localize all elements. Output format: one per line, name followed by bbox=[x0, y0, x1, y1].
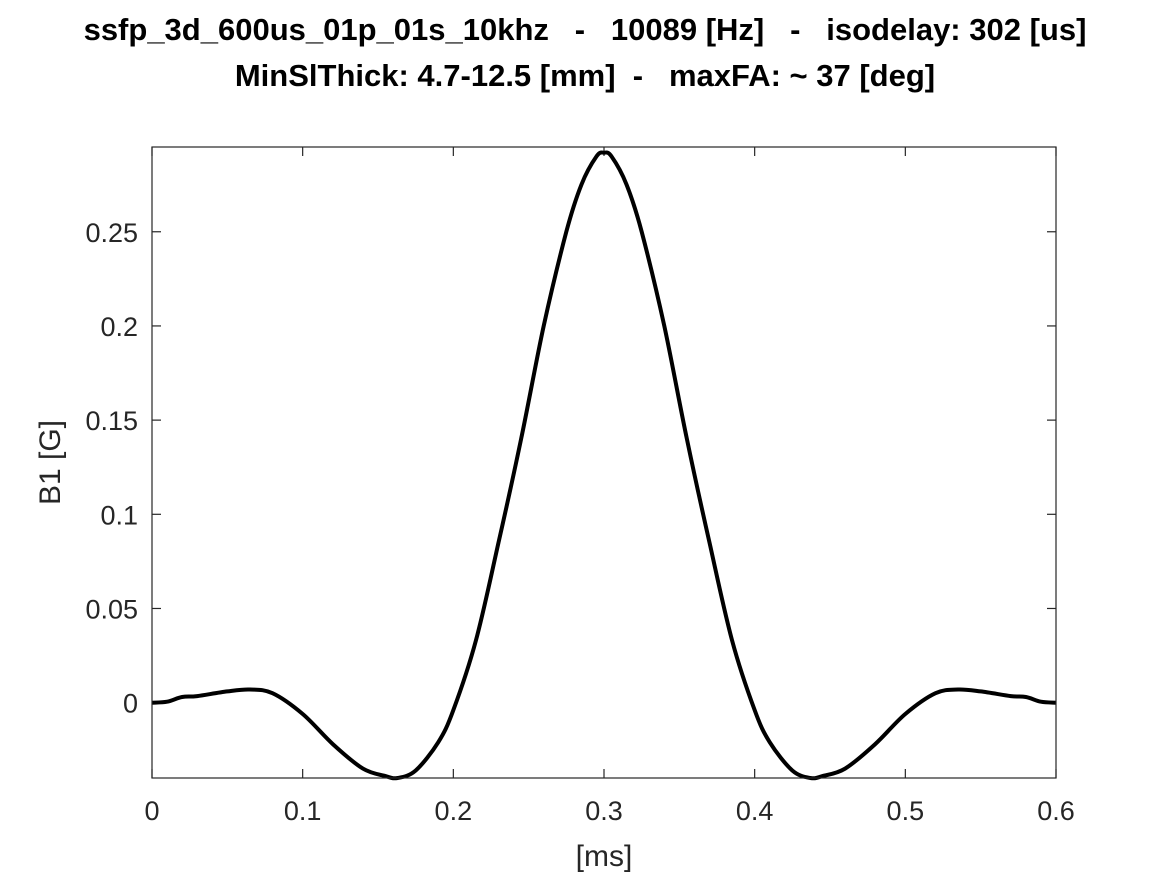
x-tick-label: 0.3 bbox=[585, 796, 623, 826]
tick-labels: 0 0.1 0.2 0.3 0.4 0.5 0.6 0 0.05 0.1 0.15 0.2 0.25 bbox=[85, 218, 1074, 826]
y-axis-label: B1 [G] bbox=[34, 420, 67, 505]
series-line bbox=[151, 150, 1057, 781]
x-tick-label: 0 bbox=[144, 796, 159, 826]
axis-ticks bbox=[151, 147, 1057, 778]
y-tick-label: 0 bbox=[123, 689, 138, 719]
y-tick-label: 0.05 bbox=[85, 594, 138, 624]
x-tick-label: 0.2 bbox=[435, 796, 473, 826]
x-tick-label: 0.5 bbox=[887, 796, 925, 826]
axes-box bbox=[151, 146, 1057, 779]
y-tick-label: 0.1 bbox=[100, 500, 138, 530]
x-tick-label: 0.6 bbox=[1037, 796, 1075, 826]
y-tick-label: 0.2 bbox=[100, 312, 138, 342]
x-tick-label: 0.4 bbox=[736, 796, 774, 826]
x-tick-label: 0.1 bbox=[284, 796, 322, 826]
chart-title-line-2: MinSlThick: 4.7-12.5 [mm] - maxFA: ~ 37 … bbox=[234, 58, 936, 93]
y-tick-label: 0.15 bbox=[85, 406, 138, 436]
y-tick-label: 0.25 bbox=[85, 218, 138, 248]
x-axis-label: [ms] bbox=[576, 840, 633, 873]
chart-title-line-1: ssfp_3d_600us_01p_01s_10khz - 10089 [Hz]… bbox=[83, 12, 1087, 47]
